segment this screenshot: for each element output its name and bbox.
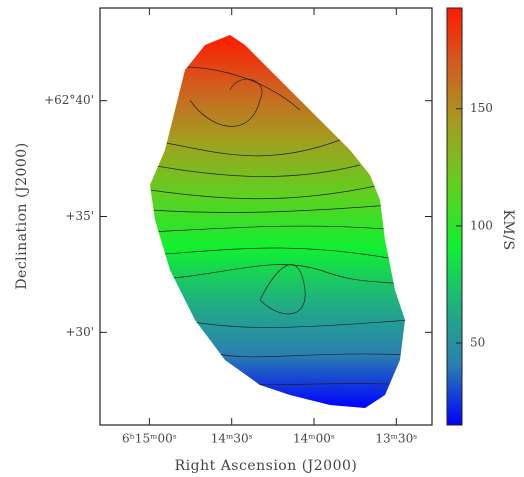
velocity-field (150, 35, 405, 408)
y-tick-label: +30' (65, 325, 94, 339)
x-tick-label: 6ʰ15ᵐ00ˢ (122, 432, 177, 446)
colorbar (446, 7, 463, 426)
x-tick-label: 13ᵐ30ˢ (375, 432, 417, 446)
x-tick-label: 14ᵐ30ˢ (211, 432, 253, 446)
colorbar-title: KM/S (500, 209, 516, 250)
colorbar-tick-label: 50 (470, 336, 485, 350)
x-axis-title: Right Ascension (J2000) (175, 458, 358, 474)
x-tick-label: 14ᵐ00ˢ (293, 432, 335, 446)
y-tick-label: +35' (65, 209, 94, 223)
y-axis-title: Declination (J2000) (14, 142, 30, 289)
y-tick-label: +62°40' (44, 93, 94, 107)
colorbar-tick-label: 100 (470, 218, 493, 232)
colorbar-tick-label: 150 (470, 101, 493, 115)
